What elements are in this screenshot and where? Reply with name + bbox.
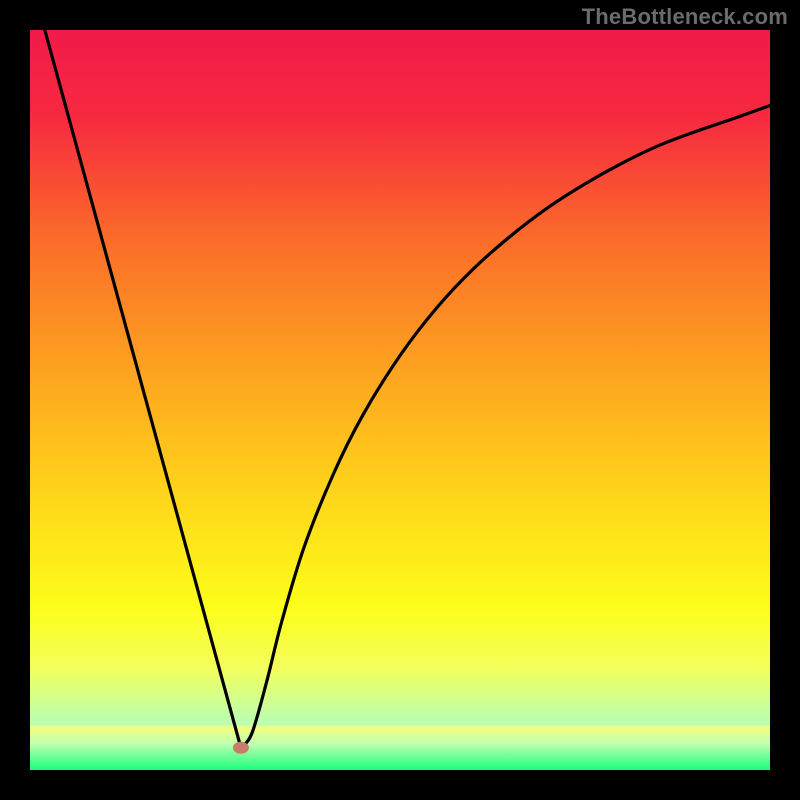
gradient-background: [30, 30, 770, 770]
watermark-text: TheBottleneck.com: [582, 4, 788, 30]
minimum-marker: [233, 742, 249, 754]
green-band: [30, 726, 770, 770]
plot-area: [30, 30, 770, 770]
chart-frame: TheBottleneck.com: [0, 0, 800, 800]
plot-svg: [30, 30, 770, 770]
